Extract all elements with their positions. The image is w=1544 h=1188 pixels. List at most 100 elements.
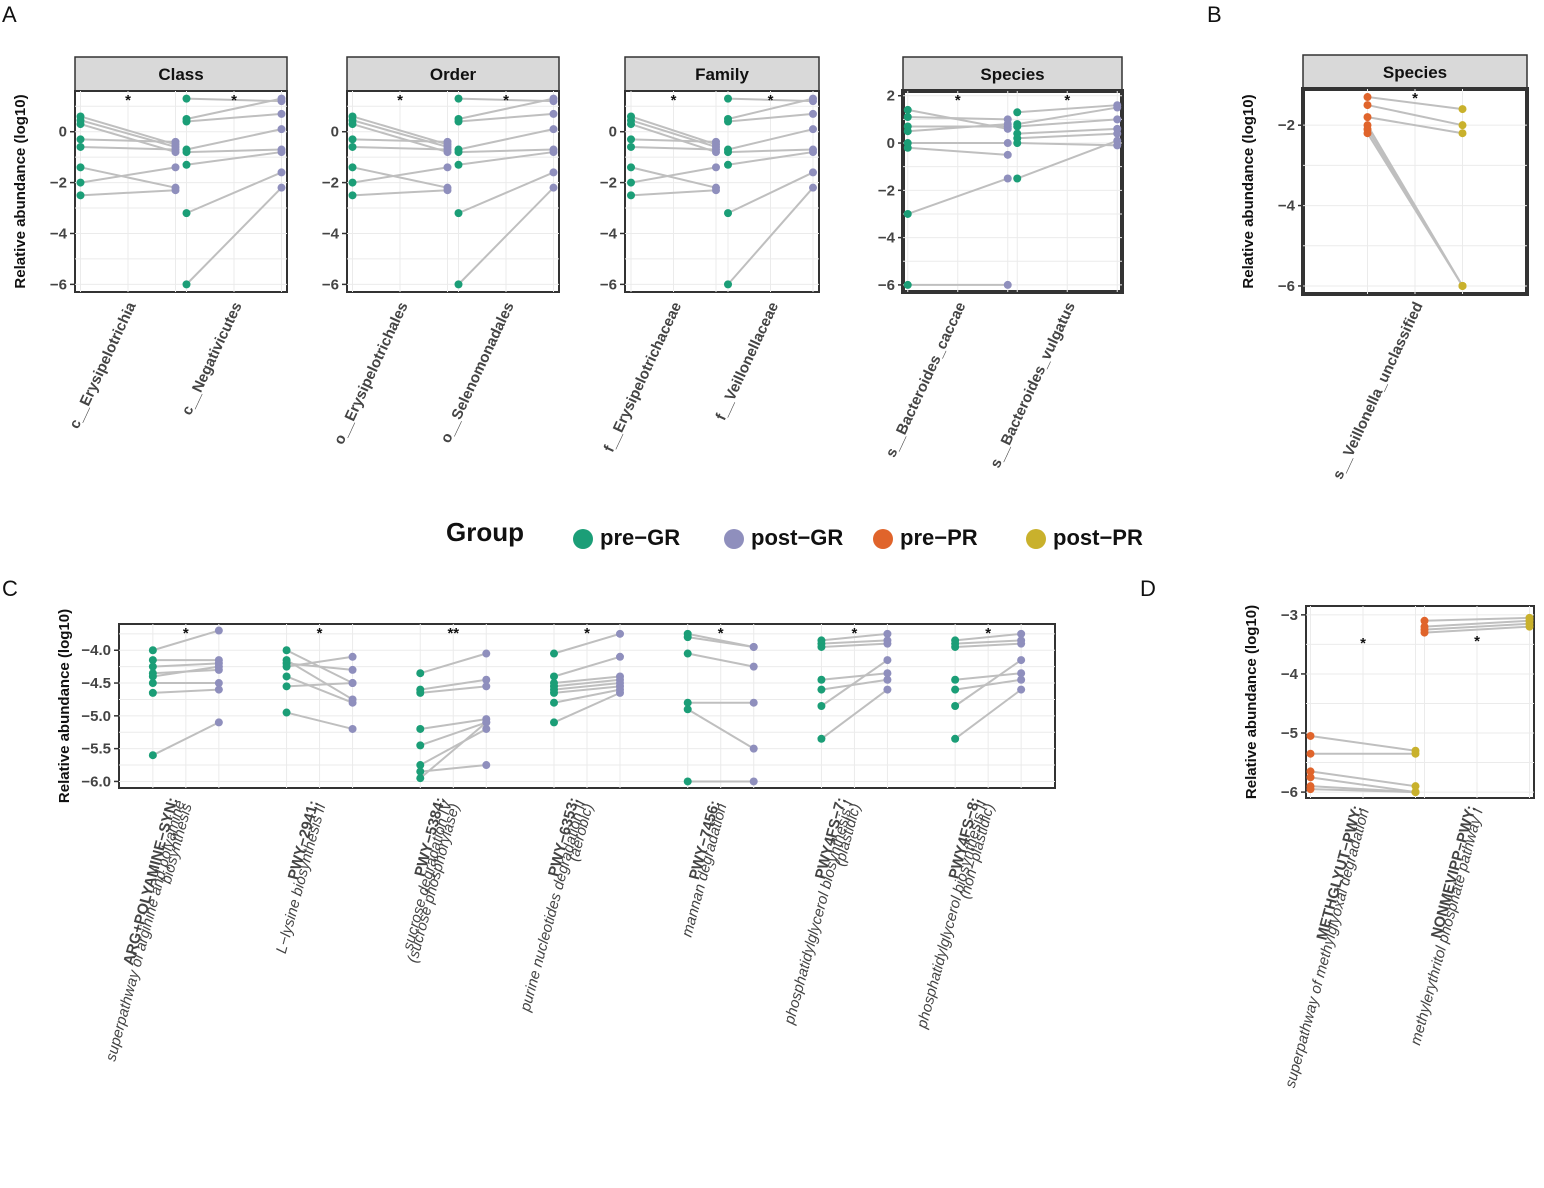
data-point-pre: [282, 682, 291, 691]
pair-line: [458, 112, 554, 123]
data-point-post: [549, 168, 558, 177]
data-point-post: [348, 665, 357, 674]
pair-line: [630, 166, 717, 184]
data-point-post: [549, 94, 558, 103]
data-point-pre: [903, 209, 912, 218]
data-point-pre: [951, 702, 960, 710]
pair-line: [152, 662, 219, 668]
y-tick-label: −4: [322, 225, 340, 242]
data-point-pre: [1013, 139, 1022, 148]
data-point-post: [1003, 280, 1012, 289]
data-point-pre: [1306, 767, 1315, 776]
data-point-post: [749, 662, 758, 671]
pair-line: [630, 189, 717, 197]
pair-line: [727, 148, 814, 154]
data-point-pre: [282, 662, 291, 671]
data-point-post: [809, 94, 817, 103]
data-point-pre: [148, 688, 157, 697]
data-point-pre: [1013, 174, 1022, 183]
data-point-pre: [454, 160, 463, 169]
data-point-pre: [683, 698, 692, 707]
pair-line: [458, 97, 554, 120]
data-point-pre: [454, 209, 463, 218]
data-point-pre: [683, 705, 692, 714]
data-point-post: [883, 675, 892, 684]
data-point-post: [549, 148, 558, 157]
legend-title: Group: [446, 517, 524, 547]
pair-line: [186, 148, 282, 154]
data-point-pre: [182, 117, 191, 126]
data-point-pre: [182, 160, 191, 169]
data-point-post: [1017, 675, 1026, 684]
legend-item-label: pre−GR: [600, 525, 680, 550]
pair-line: [420, 685, 487, 694]
data-point-pre: [627, 120, 635, 129]
pair-line: [186, 128, 282, 151]
data-point-pre: [348, 142, 357, 151]
pair-line: [1017, 106, 1118, 126]
data-point-post: [214, 685, 223, 694]
pair-line: [1310, 770, 1416, 788]
data-point-pre: [416, 761, 425, 770]
y-tick-label: −4: [600, 225, 618, 242]
data-point-post: [749, 777, 758, 786]
pair-line: [687, 652, 754, 668]
data-point-pre: [416, 669, 425, 678]
pair-line: [630, 119, 717, 148]
pair-line: [458, 97, 554, 103]
pair-line: [152, 688, 219, 694]
data-point-post: [1003, 120, 1012, 129]
data-point-post: [712, 145, 720, 154]
strip-header: [624, 56, 820, 92]
data-point-pre: [724, 148, 732, 157]
x-tick-label: s__Bacteroides_caccae: [882, 300, 969, 461]
y-tick-label: −2: [878, 182, 895, 199]
data-point-post: [549, 125, 558, 134]
chart-panel-0: Class 0 −2 −4 −6 Relative abundance (log10) * c…: [12, 56, 288, 431]
data-point-pre: [348, 120, 357, 129]
significance-marker: *: [1412, 90, 1418, 107]
x-tick-label: s__Bacteroides_vulgatus: [987, 300, 1079, 471]
data-point-post: [749, 642, 758, 651]
data-point-pre: [817, 675, 826, 684]
x-tick-label: c__Erysipelotrichia: [66, 299, 140, 431]
data-point-pre: [282, 646, 291, 655]
pair-line: [80, 119, 176, 148]
data-point-post: [1017, 669, 1026, 678]
y-axis-title: Relative abundance (log10): [12, 94, 29, 288]
pair-line: [1367, 104, 1463, 127]
pair-line: [286, 675, 353, 704]
pair-line: [1017, 127, 1118, 135]
data-point-pre: [416, 724, 425, 733]
data-point-post: [171, 137, 180, 146]
data-point-pre: [416, 741, 425, 750]
data-point-post: [1525, 622, 1534, 631]
strip-header: [74, 56, 288, 92]
data-point-post: [171, 186, 180, 195]
y-axis-title: Relative abundance (log10): [1243, 605, 1260, 799]
pair-line: [553, 655, 621, 678]
significance-marker: *: [1474, 633, 1480, 650]
pair-line: [630, 166, 717, 189]
data-point-post: [809, 168, 817, 177]
pair-line: [1367, 116, 1463, 135]
data-point-post: [1003, 139, 1012, 148]
data-point-post: [616, 629, 624, 638]
pair-line: [955, 672, 1022, 681]
x-tick-label: f__Erysipelotrichaceae: [601, 300, 685, 455]
data-point-pre: [182, 209, 191, 218]
data-point-pre: [182, 280, 191, 289]
y-tick-label: −4.5: [81, 675, 111, 692]
strip-title: Family: [695, 65, 749, 84]
data-point-pre: [951, 642, 960, 651]
data-point-pre: [683, 649, 692, 658]
pair-line: [727, 151, 814, 166]
pair-line: [80, 145, 176, 151]
data-point-pre: [1306, 731, 1315, 740]
data-point-pre: [1363, 101, 1372, 110]
data-point-pre: [1013, 108, 1022, 117]
pair-line: [152, 629, 220, 652]
data-point-pre: [724, 280, 732, 289]
data-point-post: [348, 679, 357, 688]
pair-line: [553, 685, 621, 694]
